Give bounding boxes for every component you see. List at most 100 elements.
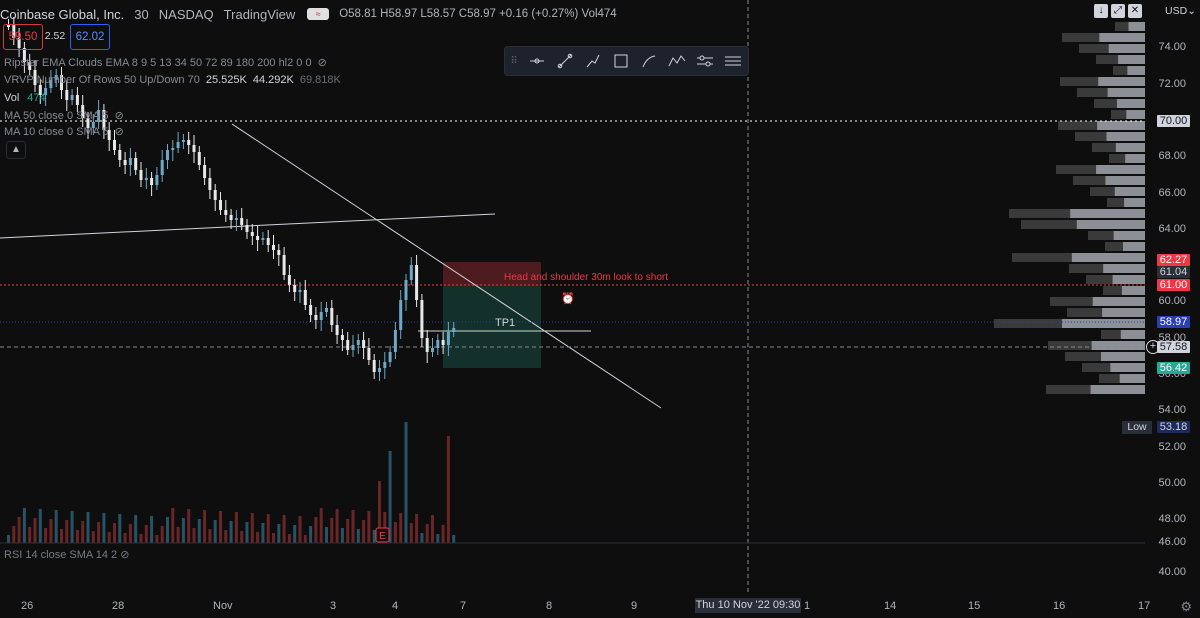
collapse-indicators-button[interactable]: ▲ [6, 141, 26, 159]
tp1-label[interactable]: TP1 [495, 317, 516, 329]
indicator-vol[interactable]: Vol 474 [4, 92, 46, 104]
volume-profile-row-part [1099, 33, 1145, 42]
position-note[interactable]: Head and shoulder 30m look to short [504, 272, 668, 283]
volume-bar [203, 510, 207, 543]
candle-body [38, 85, 42, 95]
candle-body [187, 140, 191, 145]
candle-body [22, 48, 26, 62]
arrow-down-icon[interactable]: ↓ [1094, 4, 1108, 18]
price-axis[interactable]: 74.0072.0070.0068.0066.0064.0062.0060.00… [1144, 0, 1200, 594]
close-icon[interactable]: ✕ [1128, 4, 1142, 18]
candle-body [60, 75, 63, 90]
volume-bar [187, 509, 191, 543]
candle-body [436, 340, 440, 348]
rsi-indicator-label[interactable]: RSI 14 close SMA 14 2 ⊘ [4, 548, 129, 561]
brush-tool-icon[interactable] [635, 50, 663, 72]
pane-controls: ↓ ⤢ ✕ [1094, 4, 1142, 18]
path-tool-icon[interactable] [579, 50, 607, 72]
candle-body [155, 175, 159, 185]
rectangle-tool-icon[interactable] [607, 50, 635, 72]
indicator-ma10[interactable]: MA 10 close 0 SMA 5 ⊘ [4, 125, 124, 139]
time-tick: 1 [804, 600, 811, 612]
eye-hidden-icon[interactable]: ⊘ [120, 549, 130, 561]
time-tick: 4 [392, 600, 399, 612]
candle-body [113, 140, 116, 150]
candle-body [128, 158, 132, 165]
candle-body [393, 330, 397, 352]
eye-hidden-icon[interactable]: ⊘ [114, 126, 124, 138]
volume-profile-row-part [1101, 352, 1145, 361]
candle-body [330, 308, 334, 325]
candle-body [335, 325, 339, 335]
symbol-name[interactable]: Coinbase Global, Inc. [0, 6, 125, 22]
price-tick: 40.00 [1158, 566, 1186, 578]
interval-label[interactable]: 30 [134, 6, 149, 22]
currency-selector[interactable]: USD⌄ [1165, 5, 1196, 17]
indicator-ma50[interactable]: MA 50 close 0 SMA 5 ⊘ [4, 109, 124, 123]
volume-profile-row-part [1108, 44, 1145, 53]
volume-profile-row-part [1120, 330, 1145, 339]
candle-body [197, 152, 201, 165]
volume-bar [70, 511, 74, 543]
candle-body [245, 225, 249, 232]
time-tick: 28 [112, 600, 125, 612]
earnings-marker[interactable] [375, 527, 390, 543]
volume-profile-row-part [1061, 319, 1145, 328]
polyline-tool-icon[interactable] [663, 50, 691, 72]
candle-body [91, 122, 95, 128]
maximize-icon[interactable]: ⤢ [1111, 4, 1125, 18]
candle-body [33, 70, 37, 85]
add-plus-icon[interactable]: + [1146, 340, 1160, 354]
volume-bar [107, 532, 111, 543]
position-target-zone[interactable] [443, 286, 541, 368]
alarm-clock-icon[interactable]: ⏰ [561, 293, 575, 305]
volume-bar [134, 515, 138, 543]
candle-body [287, 275, 291, 285]
volume-bar [139, 534, 143, 543]
candle-body [134, 158, 138, 170]
time-tick: 3 [330, 600, 337, 612]
candle-body [351, 345, 355, 350]
candle-body [234, 218, 238, 220]
trend-line-tool-icon[interactable] [551, 50, 579, 72]
candle-body [86, 118, 90, 128]
eye-hidden-icon[interactable]: ⊘ [317, 57, 327, 69]
price-tick: 72.00 [1158, 78, 1186, 90]
gear-icon[interactable]: ⚙ [1180, 599, 1192, 614]
volume-bar [303, 535, 307, 543]
indicator-label: Vol [4, 92, 20, 104]
volume-bar [250, 513, 254, 543]
candle-body [7, 25, 10, 27]
volume-bar [282, 515, 286, 543]
volume-bar [399, 513, 403, 543]
downtrend-line[interactable] [231, 123, 662, 409]
volume-profile-row-part [1124, 198, 1145, 207]
flag-icon[interactable]: ≈ [307, 8, 330, 20]
volume-bar [351, 510, 355, 543]
more-tools-icon[interactable] [719, 50, 747, 72]
buy-button[interactable]: 62.02 [70, 24, 110, 50]
indicator-label: Ripster EMA Clouds EMA 8 9 5 13 34 50 72… [4, 56, 312, 69]
eye-hidden-icon[interactable]: ⊘ [114, 110, 124, 122]
time-tick: 17 [1138, 600, 1151, 612]
volume-bar [378, 481, 381, 543]
volume-profile-row-part [1076, 220, 1145, 229]
candle-body [378, 368, 381, 372]
indicator-vrvp[interactable]: VRVP Number Of Rows 50 Up/Down 70 25.525… [4, 74, 341, 86]
volume-profile-row-part [1107, 88, 1145, 97]
candle-body [272, 245, 275, 250]
candle-body [176, 142, 180, 148]
candle-body [420, 300, 424, 338]
horizontal-line-tool-icon[interactable] [523, 50, 551, 72]
settings-tool-icon[interactable] [691, 50, 719, 72]
drag-handle-icon[interactable]: ⠿ [510, 55, 518, 67]
volume-profile-row-part [1127, 66, 1145, 75]
volume-bar [409, 523, 413, 543]
candle-body [97, 110, 101, 122]
volume-profile-row-part [1115, 143, 1145, 152]
sell-button[interactable]: 59.50 [3, 24, 43, 50]
earnings-marker-letter: E [379, 531, 386, 542]
volume-profile-row-part [1071, 253, 1145, 262]
indicator-ema-clouds[interactable]: Ripster EMA Clouds EMA 8 9 5 13 34 50 72… [4, 56, 327, 70]
